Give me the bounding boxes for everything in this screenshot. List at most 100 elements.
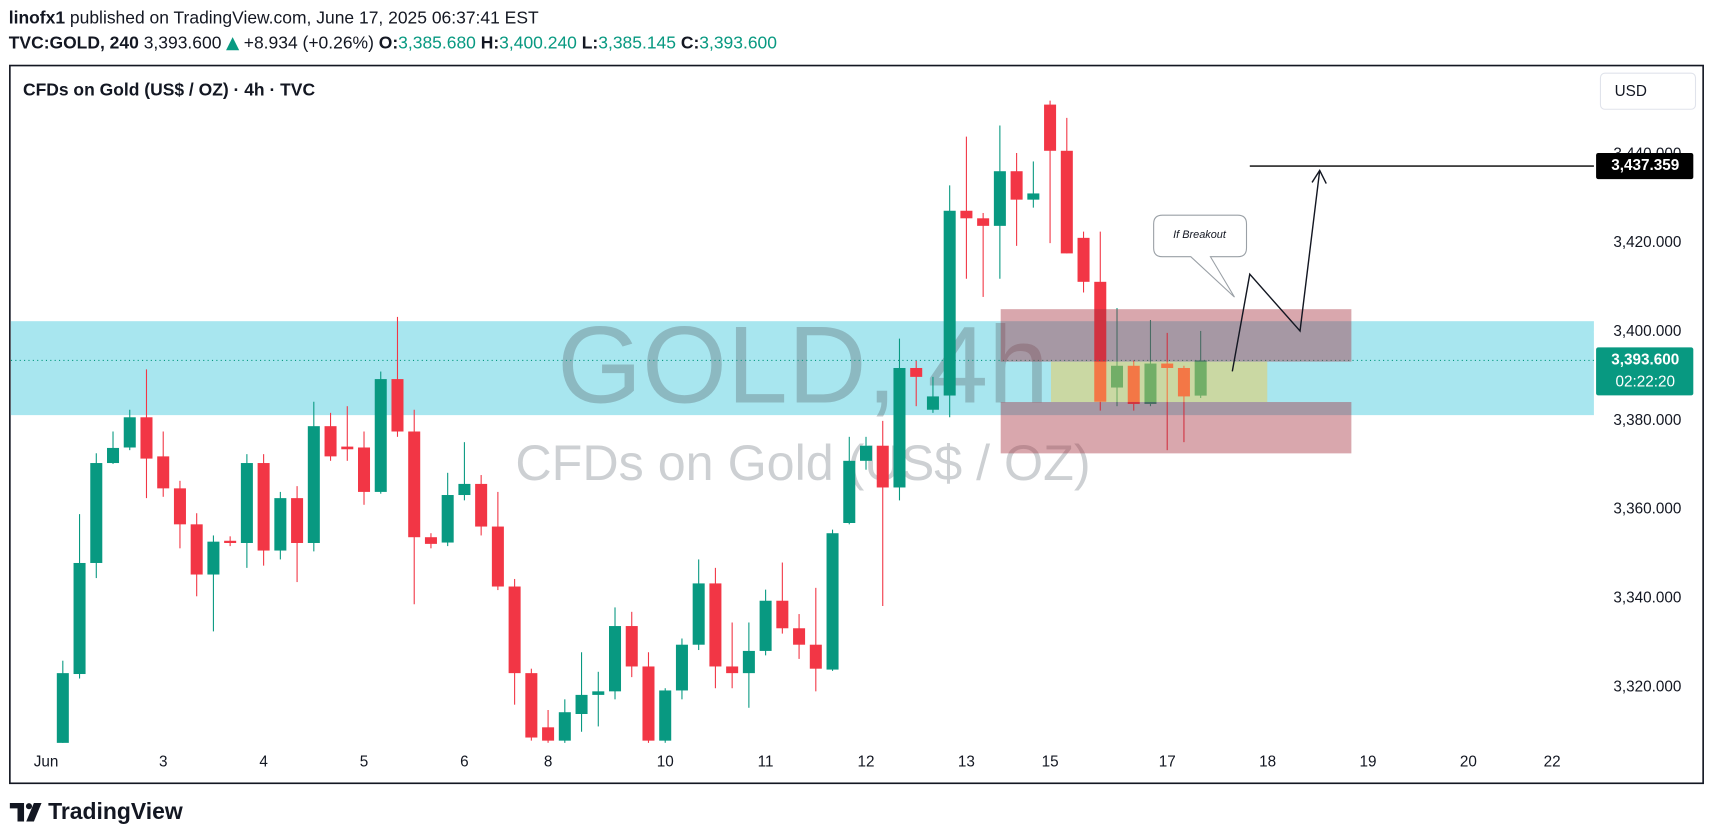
candle-body (860, 445, 873, 461)
candle-body (625, 626, 638, 667)
candle-body (307, 426, 320, 543)
y-tick-label: 3,380.000 (1613, 412, 1681, 429)
candle-body (709, 583, 722, 667)
author: linofx1 (9, 7, 66, 27)
candle-body (742, 650, 755, 674)
candle-body (240, 463, 253, 543)
candle-body (441, 495, 454, 543)
candle-body (726, 666, 739, 674)
callout (1153, 214, 1248, 298)
up-arrow (226, 37, 240, 51)
candle-body (1110, 365, 1124, 388)
y-tick-label: 3,420.000 (1613, 234, 1681, 251)
candle-body (793, 628, 806, 645)
range-box (1050, 361, 1268, 403)
candle-body (123, 417, 136, 448)
header-line: linofx1 published on TradingView.com, Ju… (9, 7, 539, 27)
x-tick-label: 18 (1259, 754, 1276, 771)
background-layer: GOLD, 4h CFDs on Gold (US$ / OZ) (10, 304, 1594, 491)
target-box (1596, 152, 1694, 180)
candle-body (458, 483, 471, 496)
candle-body (341, 446, 354, 450)
candle-body (876, 445, 889, 488)
candle-body (675, 644, 688, 691)
currency-box (1599, 72, 1697, 110)
brand-name: TradingView (48, 798, 183, 824)
published: published on TradingView.com, June 17, 2… (70, 7, 539, 27)
candle-body (609, 626, 622, 692)
candle-body (90, 463, 103, 563)
ohlc-key: C: (681, 32, 699, 52)
change: +8.934 (+0.26%) (244, 32, 374, 52)
candle-body (1044, 104, 1057, 151)
candle-body (374, 379, 387, 492)
x-tick-label: 4 (259, 754, 268, 771)
ohlc-value: 3,393.600 (699, 32, 777, 52)
y-tick-label: 3,400.000 (1613, 323, 1681, 340)
candle-body (843, 460, 856, 524)
candles (56, 100, 1207, 743)
candle-body (1177, 367, 1190, 397)
candle-body (173, 488, 186, 525)
candle-body (391, 379, 404, 432)
candle-body (977, 218, 990, 226)
candle-body (224, 540, 237, 543)
currency: USD (1615, 83, 1647, 100)
arrow-head (1311, 168, 1327, 184)
candle-body (926, 396, 939, 410)
x-tick-label: 6 (460, 754, 469, 771)
brand: TradingView (9, 798, 183, 824)
candle-body (424, 537, 437, 544)
candle-body (207, 541, 220, 575)
chart-title: CFDs on Gold (US$ / OZ) · 4h · TVC (23, 79, 315, 99)
last-price-box (1596, 347, 1694, 396)
y-tick-label: 3,320.000 (1613, 678, 1681, 695)
last: 3,393.600 (144, 32, 222, 52)
candle-body (107, 447, 120, 464)
candle-body (692, 583, 705, 645)
x-tick-label: 17 (1159, 754, 1176, 771)
symbol-line: TVC:GOLD, 240 3,393.600 +8.934 (+0.26%) … (9, 32, 778, 52)
y-tick-label: 3,360.000 (1613, 501, 1681, 518)
candle-body (592, 691, 605, 695)
last-price-label: 3,393.600 (1611, 351, 1679, 368)
candle-body (274, 498, 287, 551)
candle-body (642, 666, 655, 741)
x-tick-label: 8 (544, 754, 553, 771)
x-tick-label: 5 (360, 754, 369, 771)
drawings: If Breakout (1000, 165, 1594, 454)
candle-body (475, 483, 488, 527)
candle-body (291, 498, 304, 543)
brand-logo-dot (25, 803, 33, 810)
candle-body (893, 367, 906, 488)
candle-body (776, 600, 789, 629)
candle-body (759, 600, 772, 651)
candle-body (910, 367, 923, 377)
brand-logo (9, 802, 42, 822)
watermark-sub: CFDs on Gold (US$ / OZ) (515, 435, 1090, 491)
support-zone (10, 321, 1594, 416)
x-tick-label: 20 (1460, 754, 1477, 771)
countdown: 02:22:20 (1616, 373, 1675, 390)
x-tick-label: 12 (858, 754, 875, 771)
y-tick-label: 3,340.000 (1613, 590, 1681, 607)
x-tick-label: 13 (958, 754, 975, 771)
candle-body (1161, 363, 1174, 368)
x-tick-label: 10 (657, 754, 674, 771)
callout-text: If Breakout (1173, 229, 1227, 241)
candle-body (659, 690, 672, 741)
candle-body (1027, 193, 1040, 200)
candle-body (408, 431, 421, 538)
candle-body (809, 644, 822, 669)
resistance-box (1000, 309, 1352, 362)
ohlc-value: 3,400.240 (499, 32, 577, 52)
candle-body (993, 171, 1006, 226)
candle-body (1144, 363, 1157, 404)
candle-body (190, 524, 203, 575)
ohlc-key: H: (481, 32, 499, 52)
candle-body (140, 417, 153, 459)
candle-body (324, 426, 337, 457)
price-axis: 3,320.000 3,340.000 3,360.000 3,380.000 3,40… (34, 145, 1694, 771)
ohlc-value: 3,385.145 (598, 32, 676, 52)
